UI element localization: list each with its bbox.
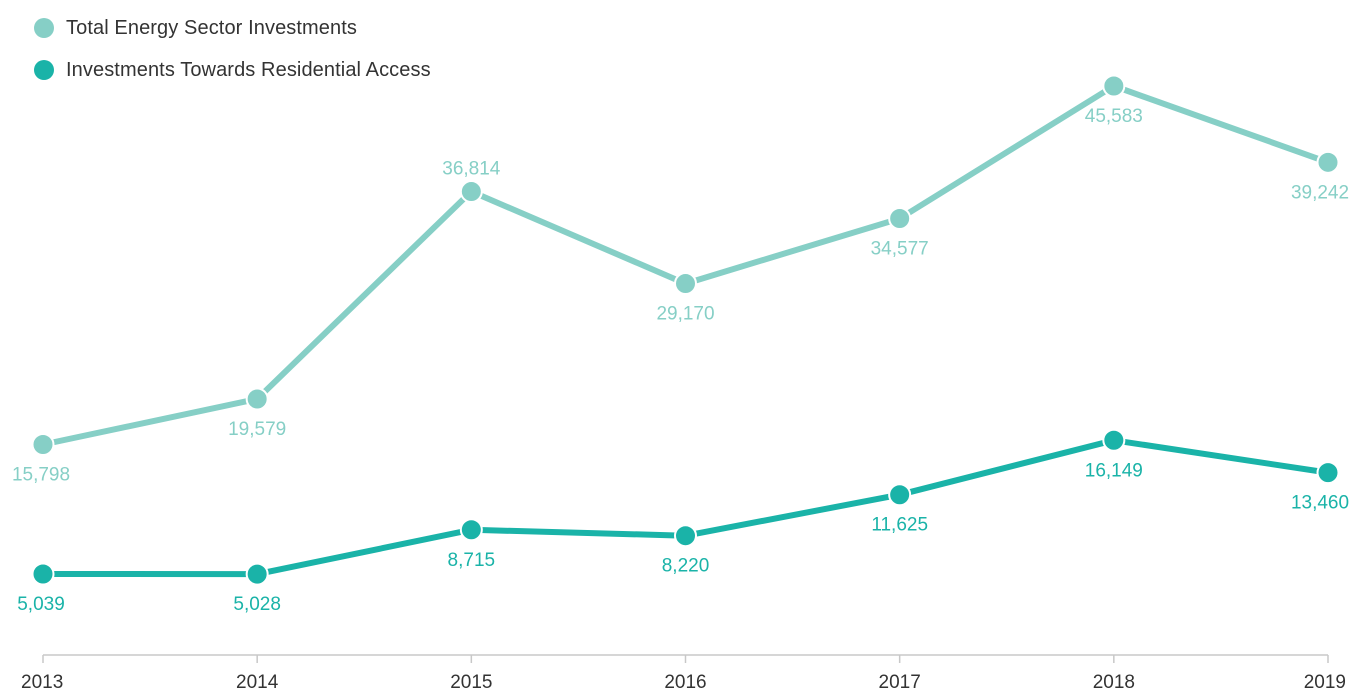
data-label-s1-2015: 8,715 — [448, 550, 496, 571]
data-label-s0-2017: 34,577 — [871, 238, 929, 259]
data-point-s0-2015[interactable] — [459, 180, 483, 204]
data-label-s1-2013: 5,039 — [17, 594, 65, 615]
data-point-s1-2017[interactable] — [888, 483, 912, 507]
data-point-s1-2015[interactable] — [459, 518, 483, 542]
series-line-0 — [40, 83, 1331, 448]
x-tick-label-2013: 2013 — [21, 672, 63, 691]
data-label-s0-2014: 19,579 — [228, 419, 286, 440]
legend-item-residential-access[interactable]: Investments Towards Residential Access — [34, 56, 431, 84]
data-label-s1-2017: 11,625 — [871, 515, 928, 536]
data-label-s1-2014: 5,028 — [233, 594, 281, 615]
legend-dot-total-energy-icon — [34, 18, 54, 38]
data-point-s1-2019[interactable] — [1316, 461, 1340, 485]
data-point-s1-2016[interactable] — [674, 524, 697, 548]
x-tick-label-2018: 2018 — [1093, 672, 1135, 691]
legend-dot-residential-access-icon — [34, 60, 54, 80]
legend-item-total-energy[interactable]: Total Energy Sector Investments — [34, 14, 431, 42]
x-tick-label-2019: 2019 — [1304, 672, 1346, 691]
legend: Total Energy Sector Investments Investme… — [34, 14, 431, 98]
data-label-s0-2015: 36,814 — [442, 159, 501, 180]
x-tick-label-2014: 2014 — [236, 672, 279, 691]
data-point-s1-2013[interactable] — [31, 562, 55, 586]
x-tick-label-2017: 2017 — [879, 672, 921, 691]
data-point-s0-2019[interactable] — [1316, 150, 1340, 174]
data-label-s0-2019: 39,242 — [1291, 182, 1349, 203]
data-point-s1-2014[interactable] — [245, 562, 269, 586]
data-point-s1-2018[interactable] — [1102, 428, 1126, 452]
legend-label-total-energy: Total Energy Sector Investments — [66, 16, 358, 39]
data-point-s0-2014[interactable] — [245, 387, 269, 411]
legend-label-residential-access: Investments Towards Residential Access — [66, 58, 431, 81]
data-label-s1-2019: 13,460 — [1291, 493, 1349, 514]
data-label-s0-2018: 45,583 — [1085, 106, 1143, 127]
data-label-s0-2013: 15,798 — [12, 465, 70, 486]
data-point-s0-2017[interactable] — [888, 206, 912, 230]
data-point-s0-2016[interactable] — [674, 272, 697, 296]
data-label-s1-2016: 8,220 — [662, 556, 710, 577]
x-tick-label-2016: 2016 — [664, 672, 706, 691]
data-label-s0-2016: 29,170 — [656, 304, 714, 325]
data-point-s0-2018[interactable] — [1102, 74, 1126, 98]
data-point-s0-2013[interactable] — [31, 433, 55, 457]
x-tick-label-2015: 2015 — [450, 672, 492, 691]
data-label-s1-2018: 16,149 — [1085, 460, 1143, 481]
